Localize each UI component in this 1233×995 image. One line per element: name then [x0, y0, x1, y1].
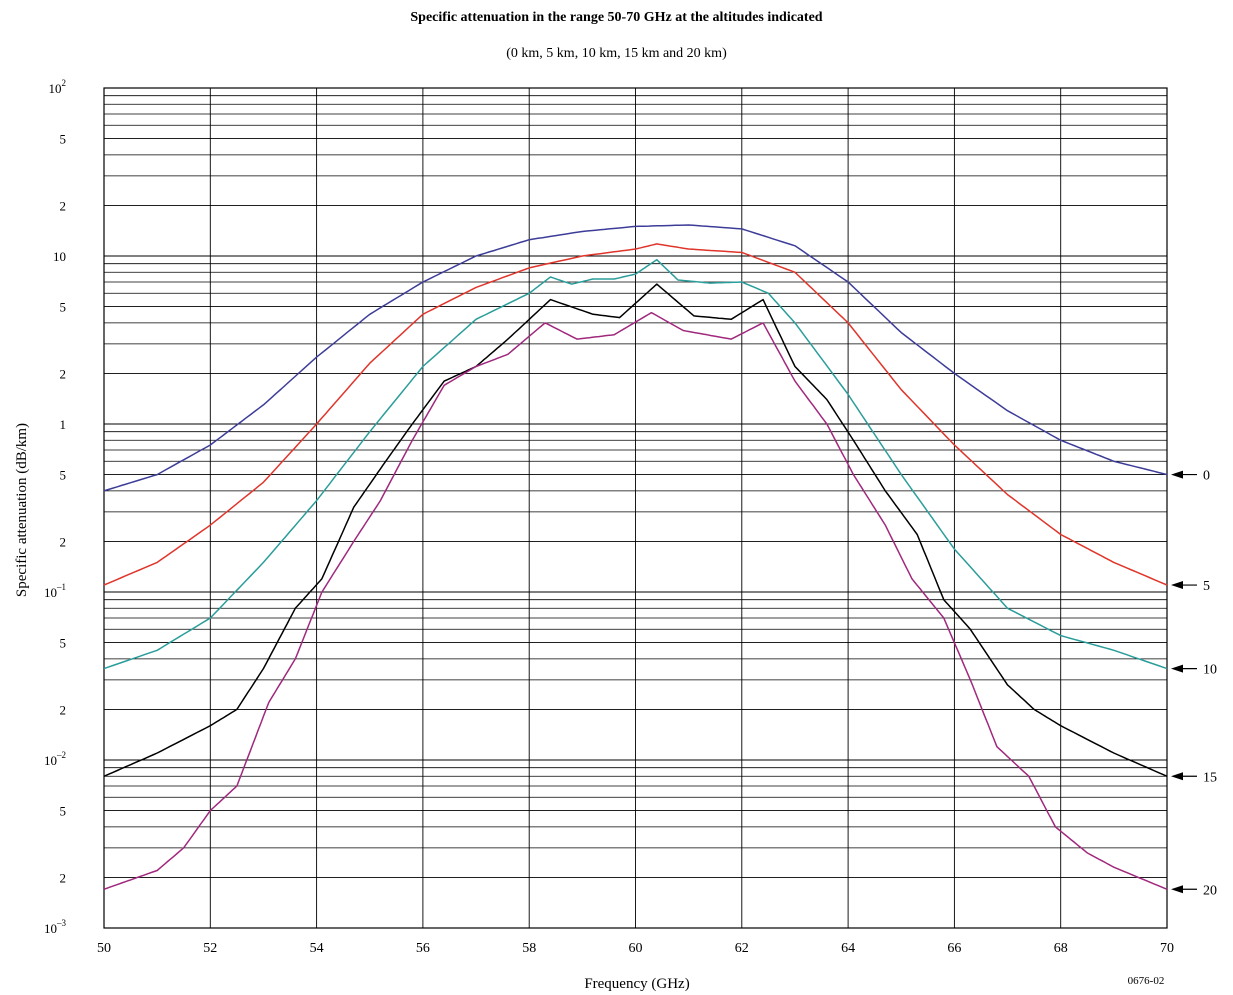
y-tick-label: 5: [60, 300, 67, 315]
y-tick-label: 10–3: [44, 918, 67, 936]
altitude-label: 20: [1203, 883, 1217, 898]
series-line-15: [103, 283, 1168, 777]
altitude-label: 5: [1203, 579, 1210, 594]
arrow-head: [1171, 581, 1183, 590]
arrow-head: [1171, 772, 1183, 781]
x-grid-lines: [103, 88, 1168, 928]
y-axis-label: Specific attenuation (dB/km): [14, 423, 30, 597]
y-tick-label: 2: [60, 198, 67, 213]
x-tick-label: 68: [1054, 941, 1068, 956]
series-line-20: [103, 311, 1168, 891]
series-line-5: [103, 243, 1168, 586]
x-tick-labels: 50 52 54 56 58 60 62 64 66 68 70: [97, 941, 1174, 956]
plot-frame: [103, 87, 1168, 929]
x-tick-label: 58: [522, 941, 536, 956]
y-tick-label: 5: [60, 804, 67, 819]
y-tick-label: 1: [60, 417, 67, 432]
altitude-label: 15: [1203, 770, 1217, 785]
x-tick-label: 50: [97, 941, 111, 956]
x-tick-label: 60: [629, 941, 643, 956]
y-tick-label: 2: [60, 534, 67, 549]
arrow-head: [1171, 885, 1183, 894]
x-tick-label: 70: [1160, 941, 1174, 956]
y-tick-labels: 102 5 2 10 5 2 1 5 2 10–1 5 2 10–2 5 2 10–3: [44, 78, 67, 936]
y-tick-label: 2: [60, 366, 67, 381]
y-tick-label: 10–1: [44, 582, 66, 600]
y-tick-label: 5: [60, 636, 67, 651]
x-tick-label: 56: [416, 941, 430, 956]
y-tick-label: 2: [60, 870, 67, 885]
y-tick-label: 2: [60, 702, 67, 717]
series-layer: [103, 224, 1168, 891]
y-tick-label: 10: [53, 249, 66, 264]
x-tick-label: 62: [735, 941, 749, 956]
series-line-0: [103, 224, 1168, 492]
x-axis-label: Frequency (GHz): [584, 976, 689, 992]
x-tick-label: 52: [203, 941, 217, 956]
x-tick-label: 64: [841, 941, 855, 956]
arrow-head: [1171, 664, 1183, 673]
arrow-head: [1171, 470, 1183, 479]
y-tick-label: 10–2: [44, 750, 66, 768]
chart-subtitle: (0 km, 5 km, 10 km, 15 km and 20 km): [506, 46, 727, 61]
chart-title: Specific attenuation in the range 50-70 …: [410, 10, 823, 25]
altitude-label: 10: [1203, 663, 1217, 678]
y-tick-label: 102: [49, 78, 67, 96]
x-tick-label: 66: [947, 941, 961, 956]
altitude-label: 0: [1203, 469, 1210, 484]
y-tick-label: 5: [60, 468, 67, 483]
x-tick-label: 54: [310, 941, 324, 956]
figure-id: 0676-02: [1128, 975, 1165, 987]
y-tick-label: 5: [60, 132, 67, 147]
altitude-markers: 0 5 10 15 20: [1171, 469, 1217, 898]
series-line-10: [103, 258, 1168, 670]
